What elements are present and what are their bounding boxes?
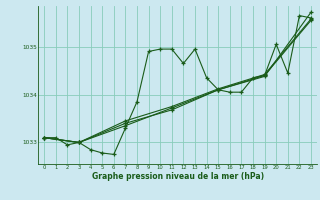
- X-axis label: Graphe pression niveau de la mer (hPa): Graphe pression niveau de la mer (hPa): [92, 172, 264, 181]
